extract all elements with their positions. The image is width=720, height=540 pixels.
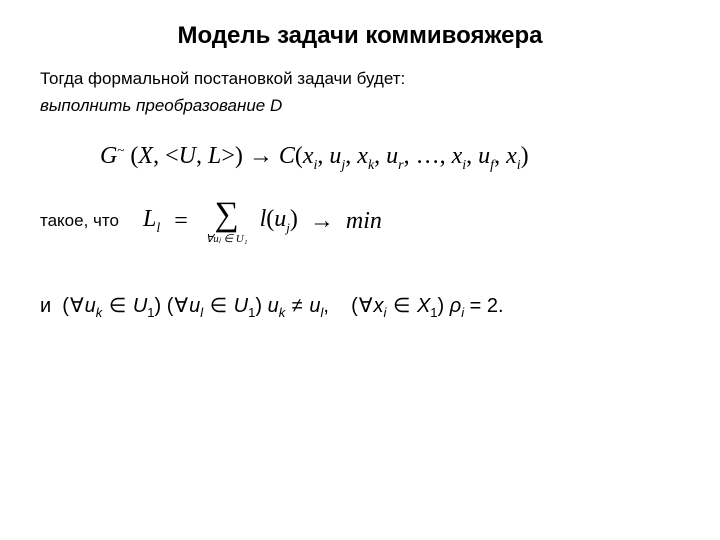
sym-U: U <box>179 143 196 169</box>
forall-1: ∀ <box>69 295 85 317</box>
formula-mapping: G~ (X, <U, L>) → C(xi, uj, xk, ur, …, xi… <box>100 142 680 174</box>
forall-2: ∀ <box>173 295 189 317</box>
in-1: ∈ <box>108 295 127 317</box>
in-3: ∈ <box>392 295 411 317</box>
arrow-icon-2: → <box>306 208 338 235</box>
formula-min: Ll = ∑ ∀uⱼ ∈ U₁ l(uj) → min <box>143 198 382 245</box>
intro-line-2: выполнить преобразование D <box>40 95 680 118</box>
slide-title: Модель задачи коммивояжера <box>40 22 680 50</box>
x-i: x <box>374 295 384 317</box>
X-1: X <box>417 295 430 317</box>
sum-body: l(uj) <box>260 206 298 236</box>
sum-icon: ∑ ∀uⱼ ∈ U₁ <box>206 198 248 245</box>
intro-line-1: Тогда формальной постановкой задачи буде… <box>40 68 680 91</box>
label-and: и <box>40 295 51 317</box>
sym-X: X <box>138 143 153 169</box>
slide: Модель задачи коммивояжера Тогда формаль… <box>0 0 720 540</box>
sym-G: G <box>100 143 117 169</box>
U-1: U <box>133 295 147 317</box>
constraint-line: и (∀uk ∈ U1) (∀ul ∈ U1) uk ≠ ul, (∀xi ∈ … <box>40 293 680 320</box>
sigma-symbol: ∑ <box>215 198 239 232</box>
in-2: ∈ <box>209 295 228 317</box>
U-1b: U <box>234 295 248 317</box>
label-such-that: такое, что <box>40 211 119 231</box>
u-k: u <box>85 295 96 317</box>
arrow-icon: → <box>249 143 273 169</box>
sym-L2-sub: l <box>156 221 160 236</box>
sym-eq: = <box>168 208 194 235</box>
sym-L2: L <box>143 206 156 232</box>
sym-C: C <box>279 143 295 169</box>
u-l: u <box>189 295 200 317</box>
forall-3: ∀ <box>358 295 374 317</box>
sym-L: L <box>208 143 221 169</box>
eq-two: = 2. <box>470 295 504 317</box>
neq: ≠ <box>291 295 304 317</box>
rho: ρ <box>450 295 461 317</box>
min-condition-row: такое, что Ll = ∑ ∀uⱼ ∈ U₁ l(uj) → min <box>40 198 680 245</box>
sym-tilde: ~ <box>117 142 124 157</box>
sym-min: min <box>346 208 382 235</box>
sum-domain: ∀uⱼ ∈ U₁ <box>206 234 248 245</box>
